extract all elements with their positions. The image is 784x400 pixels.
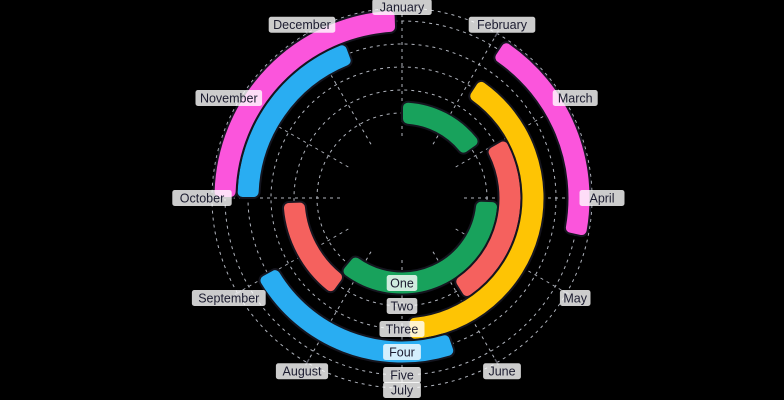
series-arcs [212,8,592,365]
month-label-text: July [391,383,414,397]
ring-label-text: One [390,276,414,290]
month-label-chip [195,90,263,106]
month-label: July [383,382,421,398]
month-label-text: October [180,191,224,205]
grid-spoke [237,228,349,294]
month-label: January [372,0,432,15]
month-label-chip [579,190,625,206]
month-label: May [559,290,591,306]
month-label-chip [468,16,536,33]
month-label: June [483,363,521,380]
ring-label-text: Two [391,299,414,313]
month-label-chip [383,382,421,398]
month-label-text: August [283,365,322,379]
month-label-chip [552,90,598,106]
month-label: November [195,90,263,106]
month-label-chip [372,0,432,15]
month-label-text: April [589,191,614,205]
month-label: September [191,290,266,306]
ring-label-chip [386,298,418,314]
ring-label-text: Five [390,368,414,382]
month-label-text: May [563,291,587,305]
month-label: August [275,363,329,380]
ring-label-text: Three [386,322,419,336]
month-label-chip [191,290,266,306]
arc-two-1[interactable] [281,200,344,294]
month-label: October [172,190,232,206]
ring-label: One [386,275,418,291]
ring-label: Two [386,298,418,314]
month-label-text: December [273,18,331,32]
month-label: March [552,90,598,106]
month-label: December [268,16,336,33]
month-label-text: March [558,91,593,105]
month-label-chip [172,190,232,206]
ring-label-chip [386,275,418,291]
month-label-text: June [488,365,515,379]
month-label: February [468,16,536,33]
ring-label: Five [383,367,421,383]
arc-one-0[interactable] [401,100,480,155]
month-label-text: November [200,91,258,105]
month-label-text: February [477,18,528,32]
arc-five-0[interactable] [493,41,592,238]
month-label-chip [268,16,336,33]
month-label: April [579,190,625,206]
axis-labels: January February March April May June July Augu… [172,0,625,398]
ring-label: Four [383,344,421,360]
ring-label-chip [383,344,421,360]
arc-four-0[interactable] [258,268,456,365]
month-label-chip [275,363,329,380]
month-label-chip [483,363,521,380]
ring-label-text: Four [389,345,415,359]
month-label-text: January [380,0,425,14]
ring-label: Three [379,321,425,337]
month-label-text: September [198,291,259,305]
month-label-chip [559,290,591,306]
ring-label-chip [383,367,421,383]
ring-label-chip [379,321,425,337]
